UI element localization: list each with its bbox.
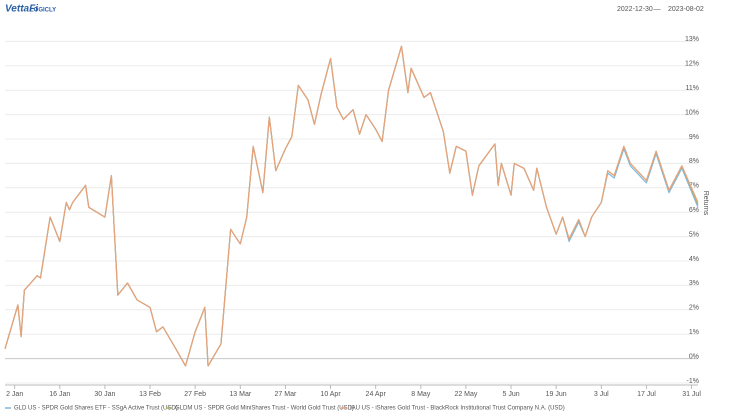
x-tick-label: 19 Jun: [546, 391, 567, 398]
legend-label[interactable]: GLD US - SPDR Gold Shares ETF - SSgA Act…: [14, 406, 178, 412]
logo: VettaFi: [5, 4, 38, 15]
x-tick-label: 10 Apr: [320, 391, 341, 398]
legend-label[interactable]: GLDM US - SPDR Gold MiniShares Trust - W…: [175, 406, 354, 412]
x-tick-label: 2 Jan: [6, 391, 23, 398]
x-tick-label: 30 Jan: [94, 391, 115, 398]
date-to[interactable]: 2023-08-02: [668, 6, 704, 13]
x-tick-label: 17 Jul: [637, 391, 656, 398]
y-tick-label: -1%: [687, 378, 699, 385]
y-tick-label: 7%: [689, 183, 699, 190]
y-tick-label: 2%: [689, 305, 699, 312]
y-tick-label: 3%: [689, 280, 699, 287]
logo-sub: LOGICLY: [30, 8, 56, 14]
series-line: [4, 45, 699, 367]
y-tick-label: 12%: [685, 61, 699, 68]
y-tick-label: 10%: [685, 109, 699, 116]
y-tick-label: 8%: [689, 158, 699, 165]
x-tick-label: 8 May: [411, 391, 431, 398]
y-tick-label: 0%: [689, 353, 699, 360]
date-from[interactable]: 2022-12-30: [617, 6, 653, 13]
x-tick-label: 31 Jul: [682, 391, 701, 398]
y-tick-label: 9%: [689, 134, 699, 141]
x-tick-label: 5 Jun: [502, 391, 519, 398]
series-line: [4, 45, 699, 367]
legend-label[interactable]: IAU US - iShares Gold Trust - BlackRock …: [350, 406, 565, 412]
y-tick-label: 11%: [686, 85, 700, 92]
x-tick-label: 13 Mar: [229, 391, 251, 398]
y-tick-label: 6%: [689, 207, 699, 214]
range-separator: —: [654, 6, 661, 13]
x-tick-label: 24 Apr: [366, 391, 387, 398]
x-tick-label: 13 Feb: [139, 391, 161, 398]
x-tick-label: 16 Jan: [49, 391, 70, 398]
x-tick-label: 27 Mar: [275, 391, 297, 398]
y-axis-title: Returns: [702, 191, 709, 216]
x-tick-label: 22 May: [454, 391, 477, 398]
y-tick-label: 5%: [689, 231, 699, 238]
y-tick-label: 13%: [685, 36, 699, 43]
y-tick-label: 1%: [689, 329, 699, 336]
series-line: [4, 45, 699, 367]
x-tick-label: 3 Jul: [594, 391, 609, 398]
x-tick-label: 27 Feb: [184, 391, 206, 398]
y-tick-label: 4%: [689, 256, 699, 263]
